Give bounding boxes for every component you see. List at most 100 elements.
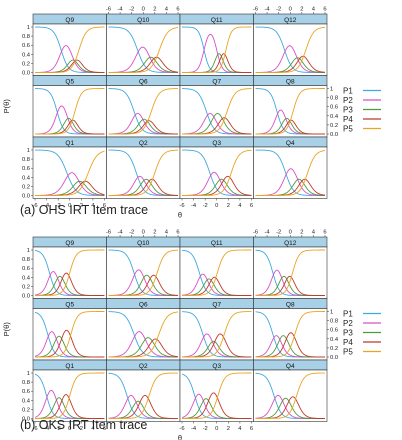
y-tick-label: 0.2: [330, 346, 338, 352]
x-tick-label: -6: [106, 230, 111, 236]
x-tick-label: 4: [165, 7, 169, 13]
x-tick-label: 6: [250, 203, 253, 209]
y-tick-label: 0.2: [22, 61, 30, 67]
panel-title: Q6: [139, 301, 148, 308]
panel-q5: Q5: [32, 298, 107, 361]
panel-q2: Q2: [106, 136, 181, 199]
panel-frame: [253, 308, 328, 361]
y-tick-label: 0.6: [330, 105, 338, 111]
y-tick-label: 0.8: [22, 157, 30, 163]
x-tick-label: 4: [165, 230, 169, 236]
panel-title: Q12: [284, 17, 297, 24]
panel-q8: Q8: [253, 75, 328, 138]
panel-q7: Q7: [179, 298, 254, 361]
y-tick-label: 1: [27, 148, 30, 154]
y-tick-label: 0.4: [22, 398, 31, 404]
x-tick-label: -4: [265, 7, 271, 13]
curve-p5: [35, 26, 105, 73]
panel-frame: [253, 369, 328, 422]
panel-frame: [253, 246, 328, 299]
x-tick-label: -6: [253, 230, 258, 236]
curve-p5: [108, 249, 179, 296]
x-tick-label: 0: [142, 7, 145, 13]
y-tick-label: 0.8: [330, 96, 338, 102]
y-axis-label: P(θ): [2, 322, 11, 337]
x-tick-label: 0: [142, 230, 145, 236]
panel-title: Q1: [65, 363, 74, 370]
x-tick-label: -2: [203, 203, 208, 209]
x-tick-label: -6: [32, 203, 37, 209]
panel-q9: Q9: [32, 13, 107, 76]
panel-q1: Q1: [32, 359, 107, 422]
curve-p5: [108, 311, 179, 358]
x-tick-label: 0: [68, 426, 71, 432]
x-tick-label: 6: [323, 7, 326, 13]
x-tick-label: 2: [80, 203, 83, 209]
y-tick-label: 0.0: [330, 132, 338, 138]
curve-p5: [108, 149, 179, 196]
y-tick-label: 1: [27, 248, 30, 254]
panel-q2: Q2: [106, 359, 181, 422]
caption-ohs: (a) OHS IRT Item trace: [20, 203, 149, 217]
y-tick-label: 0.6: [22, 389, 30, 395]
curve-p5: [35, 372, 105, 419]
panel-title: Q2: [139, 363, 148, 370]
y-tick-label: 0.0: [330, 355, 338, 361]
x-tick-label: 6: [323, 230, 326, 236]
curve-p5: [182, 249, 252, 296]
curve-p5: [35, 311, 105, 358]
x-tick-label: 0: [215, 426, 218, 432]
y-tick-label: 0.8: [22, 257, 30, 263]
panel-title: Q11: [211, 17, 223, 24]
x-tick-label: 6: [103, 203, 106, 209]
x-tick-label: -2: [56, 426, 61, 432]
legend-label: P4: [343, 115, 353, 124]
y-tick-label: 0.2: [22, 407, 30, 413]
y-tick-label: 0.4: [330, 114, 339, 120]
panel-q10: Q10: [106, 13, 181, 76]
x-tick-label: 2: [300, 7, 303, 13]
panel-q5: Q5: [32, 75, 107, 138]
x-tick-label: -4: [191, 203, 197, 209]
x-tick-label: -2: [129, 7, 134, 13]
panel-title: Q5: [65, 78, 74, 85]
panel-q9: Q9: [32, 236, 107, 299]
x-tick-label: -2: [203, 426, 208, 432]
panel-title: Q4: [286, 140, 295, 147]
panel-q10: Q10: [106, 236, 181, 299]
panel-frame: [32, 85, 107, 138]
panel-q6: Q6: [106, 75, 181, 138]
panel-frame: [179, 146, 254, 199]
x-tick-label: -6: [106, 7, 111, 13]
x-tick-label: 4: [238, 203, 242, 209]
y-tick-label: 0.0: [22, 194, 30, 200]
panel-title: Q4: [286, 363, 295, 370]
legend-label: P3: [343, 106, 353, 115]
panel-q7: Q7: [179, 75, 254, 138]
x-tick-label: 2: [153, 7, 156, 13]
x-tick-label: 6: [176, 230, 179, 236]
panel-q11: Q11: [179, 13, 254, 76]
panel-q8: Q8: [253, 298, 328, 361]
y-tick-label: 1: [330, 310, 333, 316]
panel-title: Q6: [139, 78, 148, 85]
x-tick-label: 2: [227, 203, 230, 209]
x-tick-label: -6: [179, 426, 184, 432]
x-tick-label: 4: [312, 7, 316, 13]
panel-frame: [106, 146, 181, 199]
curve-p5: [182, 372, 252, 419]
panel-title: Q11: [211, 240, 223, 247]
x-tick-label: -4: [44, 426, 50, 432]
x-tick-label: 2: [227, 426, 230, 432]
panel-q4: Q4: [253, 359, 328, 422]
curve-p5: [255, 249, 325, 296]
panel-frame: [106, 246, 181, 299]
panel-title: Q9: [65, 17, 74, 24]
panel-title: Q8: [286, 78, 295, 85]
x-tick-label: 6: [103, 426, 106, 432]
curve-p5: [255, 372, 325, 419]
x-tick-label: -4: [191, 426, 197, 432]
